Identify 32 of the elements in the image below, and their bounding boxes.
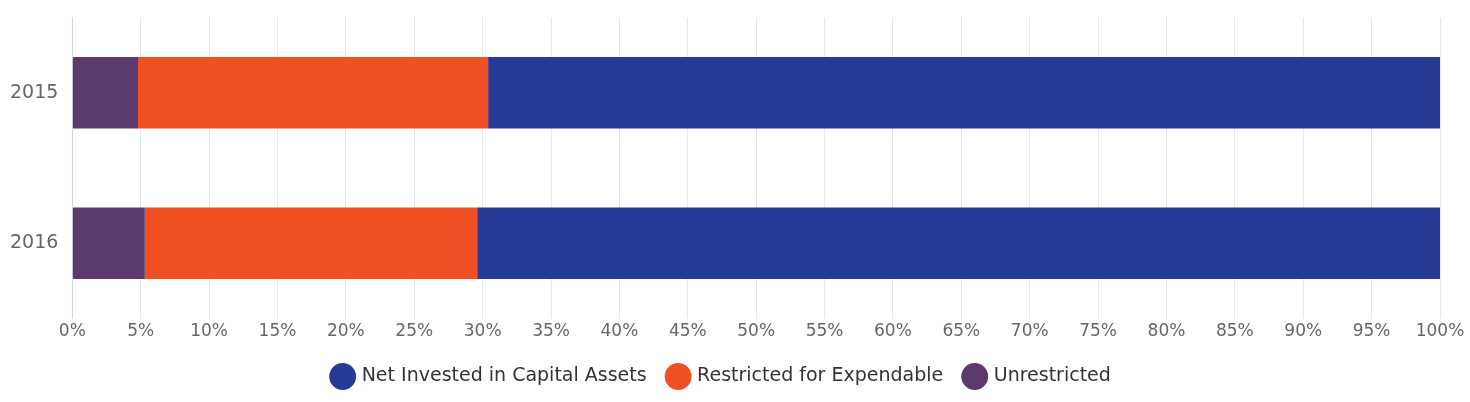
bar <box>477 207 1440 280</box>
x-tick-label: 70% <box>1010 320 1049 341</box>
x-tick-label: 100% <box>1415 320 1465 341</box>
x-tick-label: 80% <box>1147 320 1186 341</box>
x-tick-label: 40% <box>600 320 639 341</box>
x-tick-label: 55% <box>805 320 844 341</box>
x-tick-label: 95% <box>1352 320 1391 341</box>
x-tick-label: 45% <box>668 320 707 341</box>
y-tick-label: 2016 <box>9 230 59 253</box>
legend-label: Net Invested in Capital Assets <box>361 363 647 386</box>
x-tick-label: 0% <box>58 320 86 341</box>
x-tick-label: 30% <box>463 320 502 341</box>
legend-label: Restricted for Expendable <box>697 363 944 386</box>
bar <box>72 56 138 129</box>
x-tick-label: 20% <box>326 320 365 341</box>
x-tick-label: 85% <box>1215 320 1254 341</box>
x-tick-label: 15% <box>258 320 297 341</box>
x-tick-label: 5% <box>127 320 155 341</box>
y-tick-label: 2015 <box>9 79 59 102</box>
bar <box>144 207 478 280</box>
x-tick-label: 10% <box>190 320 229 341</box>
x-tick-label: 25% <box>395 320 434 341</box>
bar <box>488 56 1440 129</box>
x-tick-label: 65% <box>942 320 981 341</box>
x-tick-label: 60% <box>874 320 912 341</box>
x-tick-label: 90% <box>1284 320 1323 341</box>
x-tick-label: 50% <box>737 320 776 341</box>
x-tick-label: 75% <box>1079 320 1117 341</box>
x-tick-label: 35% <box>532 320 570 341</box>
legend-label: Unrestricted <box>993 363 1111 386</box>
bar <box>138 56 489 129</box>
bar <box>72 207 145 280</box>
